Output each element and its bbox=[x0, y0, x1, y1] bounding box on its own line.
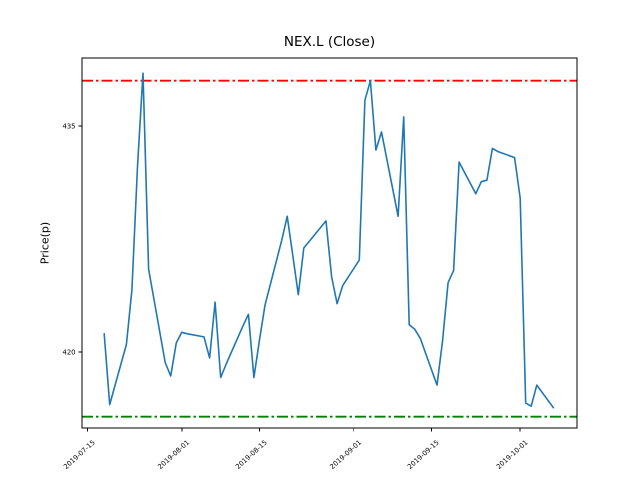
x-tick-label-2019-09-15: 2019-09-15 bbox=[406, 439, 441, 471]
plot-border bbox=[81, 57, 578, 429]
y-tick-label-435: 435 bbox=[63, 122, 76, 130]
x-tick-label-2019-08-15: 2019-08-15 bbox=[234, 439, 269, 471]
price-line bbox=[103, 72, 555, 409]
x-tick-label-2019-09-01: 2019-09-01 bbox=[328, 439, 363, 471]
x-tick-label-2019-08-01: 2019-08-01 bbox=[156, 439, 191, 471]
x-tick-label-2019-07-15: 2019-07-15 bbox=[62, 439, 97, 471]
y-tick-label-420: 420 bbox=[63, 348, 76, 356]
x-tick-label-2019-10-01: 2019-10-01 bbox=[495, 439, 530, 471]
chart-title: NEX.L (Close) bbox=[283, 34, 376, 50]
